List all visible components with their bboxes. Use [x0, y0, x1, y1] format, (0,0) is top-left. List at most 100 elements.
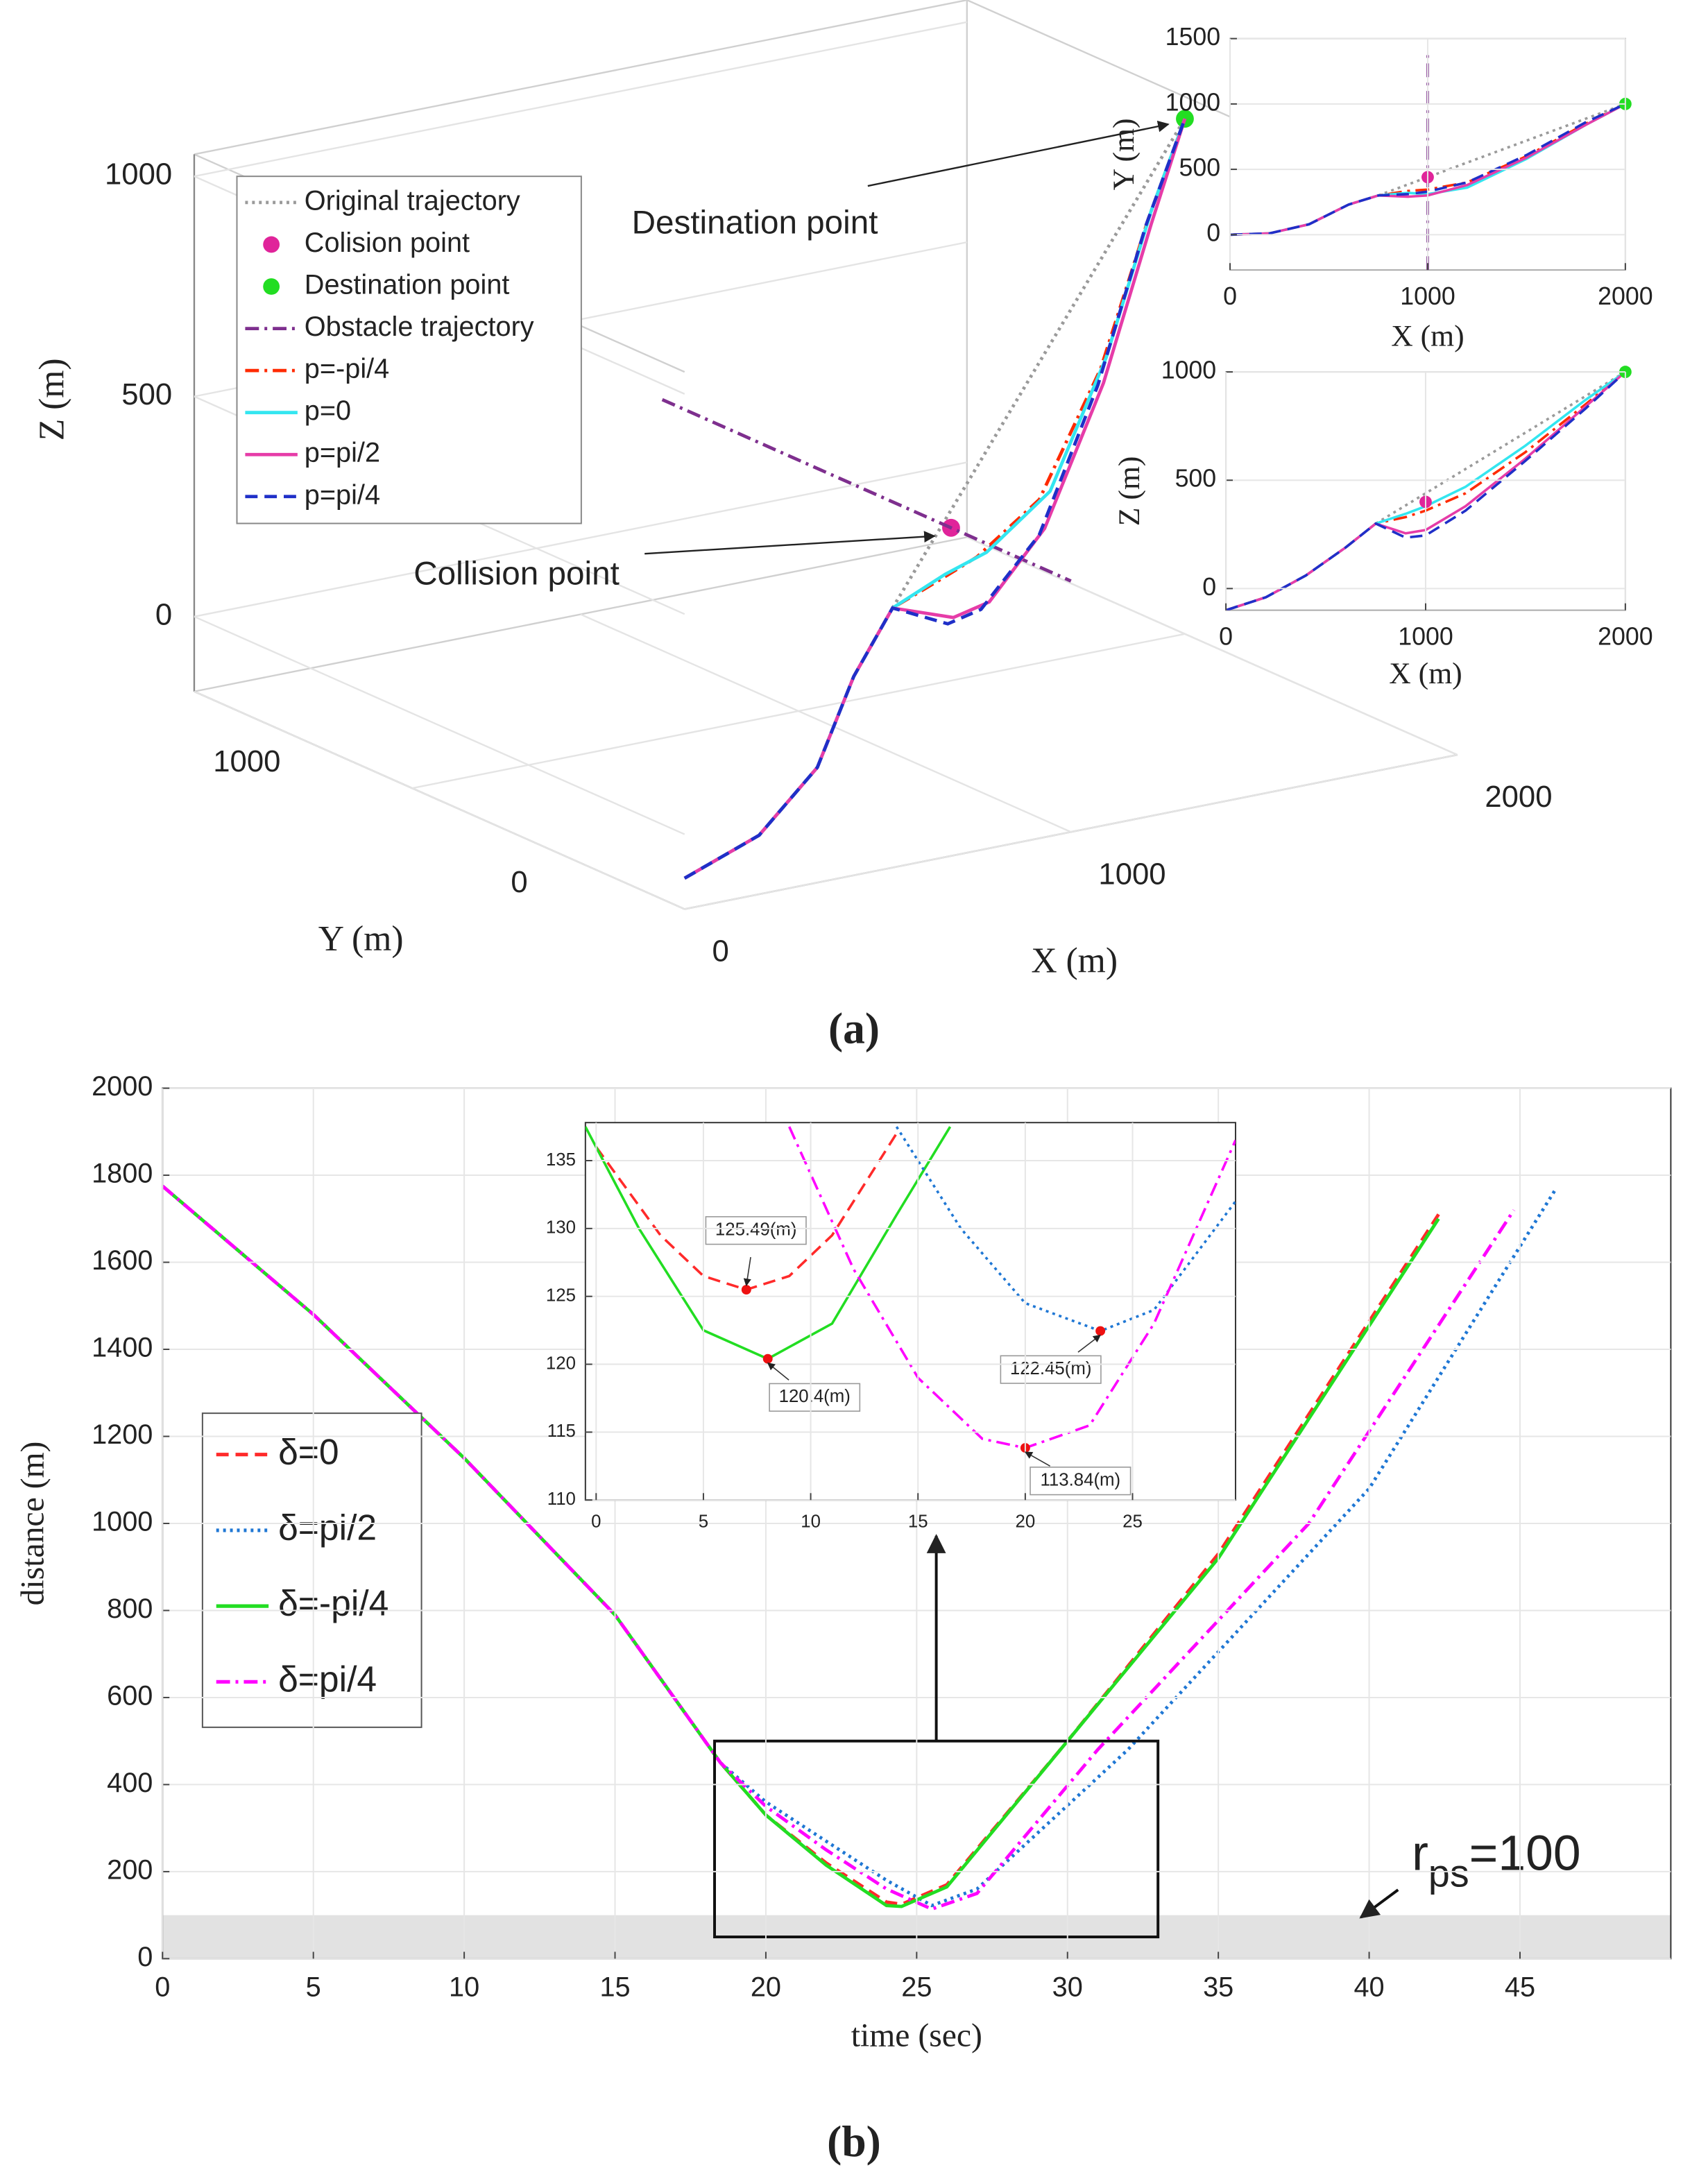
- y-axis-label: distance (m): [15, 1442, 51, 1606]
- y-tick-label: 500: [1179, 154, 1221, 182]
- y-axis-label: Y (m): [318, 919, 404, 959]
- data-label: 122.45(m): [1010, 1359, 1092, 1378]
- grid-line: [411, 633, 1186, 789]
- y-tick-label: 0: [511, 865, 527, 899]
- y-tick-label: 125: [546, 1286, 576, 1306]
- legend-label: Destination point: [305, 269, 510, 300]
- legend-box: [201, 1412, 422, 1728]
- label-box: [769, 1383, 861, 1412]
- y-tick-label: 1600: [92, 1245, 153, 1276]
- caption: (a): [828, 1004, 880, 1053]
- box-edge: [194, 0, 968, 155]
- grid-line: [684, 753, 1458, 910]
- series-line: [1230, 103, 1625, 237]
- band-label-suffix: =100: [1469, 1825, 1581, 1881]
- minimum-point: [741, 1285, 751, 1295]
- y-tick-label: 0: [1202, 573, 1216, 601]
- x-tick-label: 0: [712, 934, 728, 968]
- x-tick-label: 20: [1016, 1512, 1036, 1532]
- z-axis-label: Z (m): [32, 358, 71, 441]
- legend-label: δ=-pi/4: [278, 1583, 388, 1623]
- legend-label: δ=pi/4: [278, 1659, 377, 1699]
- x-tick-label: 0: [591, 1512, 601, 1532]
- x-tick-label: 25: [1122, 1512, 1143, 1532]
- plot: 110 115 120 125 130 135 0 5 10 15 20 25 125.49(m) 120…: [546, 1122, 1236, 1532]
- annotation-arrow: [867, 120, 1170, 187]
- series-line: [788, 1126, 1236, 1450]
- legend-label: Original trajectory: [305, 185, 520, 216]
- x-axis-label: time (sec): [851, 2017, 982, 2053]
- grid-line: [194, 461, 968, 618]
- y-axis-label: Y (m): [1107, 118, 1141, 190]
- label-arrow: [767, 1362, 789, 1381]
- legend-marker: [263, 278, 280, 295]
- x-tick-label: 1000: [1400, 282, 1455, 310]
- x-tick-label: 35: [1203, 1972, 1233, 2003]
- x-axis-label: X (m): [1389, 657, 1462, 690]
- x-axis-label: X (m): [1391, 319, 1464, 352]
- x-tick-label: 2000: [1598, 282, 1653, 310]
- y-tick-label: 400: [107, 1768, 153, 1798]
- grid-line: [194, 615, 685, 835]
- series-line: [1226, 372, 1625, 610]
- data-label: 125.49(m): [715, 1220, 797, 1240]
- x-tick-label: 25: [901, 1972, 932, 2003]
- caption: (b): [827, 2117, 881, 2166]
- legend-marker: [263, 236, 280, 253]
- legend-label: p=0: [305, 395, 351, 426]
- series-line: [1378, 103, 1625, 197]
- label-arrow: [1077, 1334, 1102, 1353]
- y-tick-label: 2000: [92, 1071, 153, 1102]
- x-tick-label: 5: [699, 1512, 708, 1532]
- legend-label: Obstacle trajectory: [305, 311, 534, 342]
- x-tick-label: 2000: [1598, 623, 1653, 651]
- legend-label: p=pi/2: [305, 438, 380, 468]
- label-arrow: [743, 1257, 751, 1287]
- annotation: Destination point: [632, 204, 878, 241]
- y-tick-label: 200: [107, 1854, 153, 1885]
- label-box: [1030, 1467, 1131, 1496]
- minimum-point: [762, 1353, 773, 1364]
- grid-line: [194, 690, 685, 910]
- y-tick-label: 110: [547, 1489, 576, 1509]
- x-tick-label: 1000: [1398, 623, 1453, 651]
- trajectory: [661, 398, 1072, 583]
- minimum-point: [1095, 1326, 1106, 1336]
- label-box: [705, 1216, 807, 1245]
- z-tick-label: 0: [155, 597, 172, 631]
- grid-line: [966, 536, 1458, 756]
- y-tick-label: 600: [107, 1680, 153, 1711]
- x-tick-label: 1000: [1098, 857, 1165, 891]
- x-tick-label: 30: [1052, 1972, 1083, 2003]
- y-tick-label: 115: [547, 1421, 576, 1441]
- y-tick-label: 1200: [92, 1419, 153, 1450]
- y-tick-label: 1400: [92, 1332, 153, 1362]
- y-tick-label: 1000: [92, 1506, 153, 1537]
- band-arrow: [1359, 1888, 1399, 1919]
- band-label-prefix: r: [1412, 1825, 1428, 1881]
- trajectory: [891, 117, 1186, 609]
- y-tick-label: 135: [546, 1150, 576, 1170]
- label-box: [1000, 1355, 1102, 1384]
- y-tick-label: 130: [546, 1218, 576, 1238]
- series-line: [1226, 372, 1625, 610]
- legend-label: δ=0: [278, 1431, 339, 1471]
- x-tick-label: 10: [801, 1512, 821, 1532]
- trajectory: [683, 118, 1187, 880]
- y-tick-label: 800: [107, 1594, 153, 1624]
- legend-label: Colision point: [305, 228, 470, 258]
- x-tick-label: 40: [1353, 1972, 1384, 2003]
- y-tick-label: 0: [1206, 219, 1220, 247]
- x-tick-label: 15: [908, 1512, 928, 1532]
- band-label-subscript: ps: [1428, 1852, 1469, 1895]
- y-axis-label: Z (m): [1113, 456, 1146, 527]
- y-tick-label: 1000: [213, 744, 280, 778]
- x-tick-label: 20: [751, 1972, 781, 2003]
- y-tick-label: 120: [546, 1353, 576, 1373]
- label-arrow: [1024, 1451, 1051, 1467]
- data-point: [1176, 110, 1194, 128]
- series-line: [1375, 372, 1625, 525]
- x-tick-label: 5: [306, 1972, 321, 2003]
- x-tick-label: 0: [1223, 282, 1237, 310]
